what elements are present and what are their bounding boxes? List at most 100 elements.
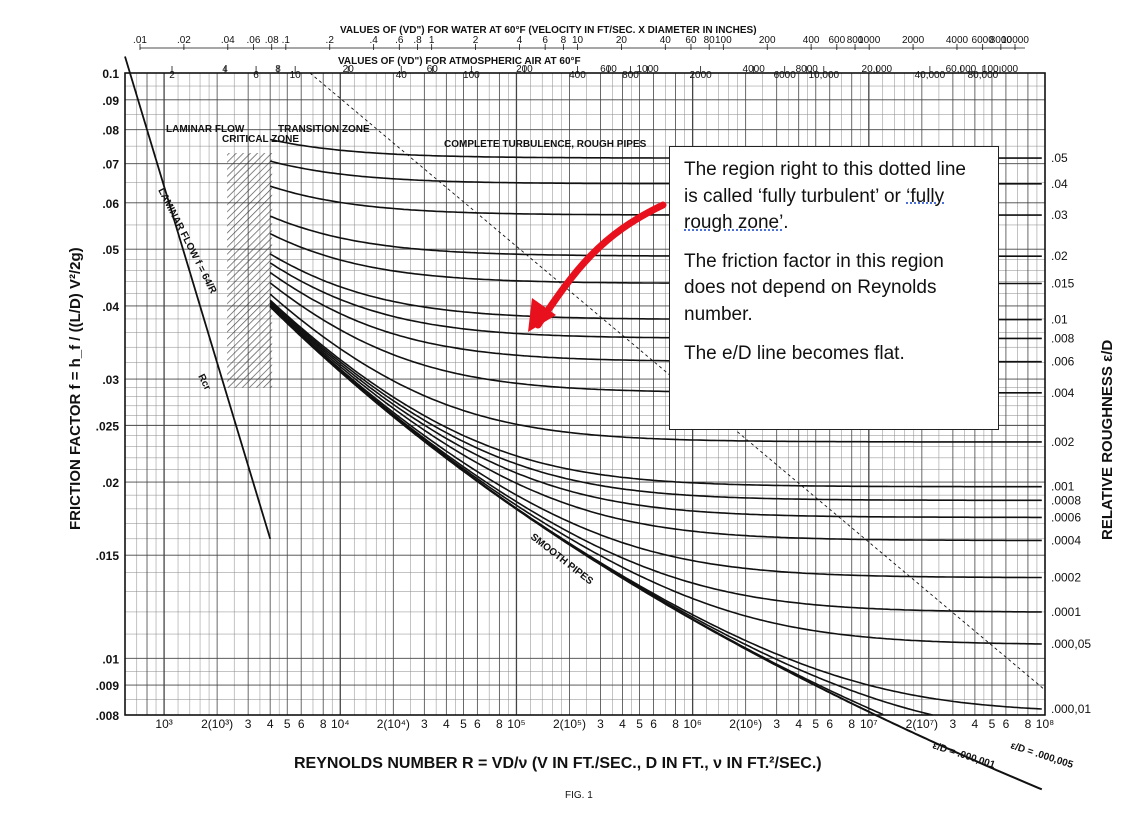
water-scale-label: 20 [616,35,628,46]
x-tick-label: 4 [972,717,979,731]
water-scale-label: 1000 [858,35,881,46]
water-scale-label: .04 [221,35,235,46]
rcr-label: Rcr [195,372,212,392]
water-scale-label: 600 [828,35,845,46]
ed-small-label-1: ε/D = .000,001 [931,740,997,771]
roughness-curve [269,302,1042,519]
x-tick-label: 3 [773,717,780,731]
air-scale-label: 400 [569,70,586,81]
water-scale-label: 200 [759,35,776,46]
water-scale-label: 4000 [946,35,969,46]
roughness-curve [269,300,1042,502]
water-scale-label: 100 [715,35,732,46]
roughness-label: .001 [1051,480,1075,494]
y-tick-label: .015 [96,549,120,563]
x-tick-label: 10⁵ [507,717,525,731]
air-scale-label: 6000 [774,70,797,81]
water-scale-label: .1 [282,35,291,46]
y-tick-label: .04 [102,300,119,314]
x-tick-label: 10⁸ [1036,717,1054,731]
x-tick-label: 8 [1025,717,1032,731]
x-tick-label: 6 [474,717,481,731]
roughness-label: .04 [1051,177,1068,191]
water-scale-label: 8 [561,35,567,46]
roughness-label: .0001 [1051,605,1081,619]
air-scale-label: 1000 [636,64,659,75]
water-scale-label: 8000 [990,35,1013,46]
roughness-label: .0004 [1051,533,1081,547]
water-scale-label: .06 [247,35,261,46]
water-scale-label: .8 [413,35,422,46]
roughness-label: .0006 [1051,510,1081,524]
air-scale-label: 100,000 [982,64,1019,75]
y-tick-label: 0.1 [102,67,119,81]
y-tick-label: .07 [102,158,119,172]
roughness-label: .03 [1051,208,1068,222]
x-tick-label: 4 [267,717,274,731]
y-tick-label: .03 [102,373,119,387]
top-scale-water-title: VALUES OF (VD") FOR WATER AT 60°F (VELOC… [340,25,757,36]
roughness-label: .0008 [1051,493,1081,507]
x-tick-label: 10⁴ [331,717,350,731]
special-curves [124,56,1046,791]
roughness-label: .05 [1051,151,1068,165]
water-scale-label: .4 [369,35,378,46]
air-scale-label: 600 [600,64,617,75]
x-tick-label: 6 [298,717,305,731]
roughness-label: .02 [1051,249,1068,263]
plot-frame [124,72,1046,716]
roughness-label: .008 [1051,331,1075,345]
annotation-line-2: The friction factor in this region does … [684,250,944,325]
roughness-curve [269,304,1042,579]
x-tick-label: 10⁶ [683,717,701,731]
x-tick-label: 5 [812,717,819,731]
critical-zone-label: CRITICAL ZONE [222,134,299,145]
air-scale-label: 10 [290,70,302,81]
air-scale-label: 2 [169,70,175,81]
air-scale-label: 80,000 [968,70,999,81]
critical-zone [227,152,273,388]
x-tick-label: 4 [795,717,802,731]
x-tick-label: 5 [460,717,467,731]
smooth-pipes-line [269,305,1043,791]
x-tick-label: 4 [443,717,450,731]
roughness-curve [269,293,1042,443]
air-scale-label: 60,000 [946,64,977,75]
x-tick-label: 5 [989,717,996,731]
roughness-label: .000,05 [1051,637,1091,651]
water-scale-label: 60 [685,35,697,46]
roughness-curve [269,305,1042,613]
water-scale-label: 800 [847,35,864,46]
y-tick-label: .08 [102,124,119,138]
roughness-label: .002 [1051,435,1075,449]
x-tick-label: 2(10⁶) [729,717,762,731]
y-tick-label: .06 [102,197,119,211]
y-tick-label: .008 [96,709,120,723]
x-tick-label: 2(10⁴) [377,717,410,731]
x-tick-label: 2(10⁵) [553,717,586,731]
roughness-curve [269,303,1042,542]
y-tick-label: .009 [96,679,120,693]
x-tick-label: 3 [597,717,604,731]
water-scale-label: 2 [473,35,479,46]
air-scale-label: 20 [343,64,355,75]
air-scale-label: 60 [427,64,439,75]
x-tick-label: 5 [284,717,291,731]
ed-small-label-2: ε/D = .000,005 [1009,740,1075,771]
red-arrow [534,201,667,329]
annotation-box: The region right to this dotted line is … [669,146,999,430]
water-scale-label: 2000 [902,35,925,46]
roughness-label: .000,01 [1051,702,1091,716]
water-scale-label: .6 [395,35,404,46]
critical-zone-hatch [227,152,273,388]
water-scale-label: 1 [429,35,435,46]
x-axis-title: REYNOLDS NUMBER R = VD/ν (V IN FT./SEC.,… [294,755,822,772]
fully-rough-boundary [309,72,1046,691]
y-tick-label: .09 [102,94,119,108]
x-tick-label: 3 [245,717,252,731]
water-scale-label: 6 [542,35,548,46]
water-scale-label: .08 [265,35,279,46]
annotation-line-1: The region right to this dotted line is … [684,159,967,234]
water-scale-label: .2 [326,35,335,46]
